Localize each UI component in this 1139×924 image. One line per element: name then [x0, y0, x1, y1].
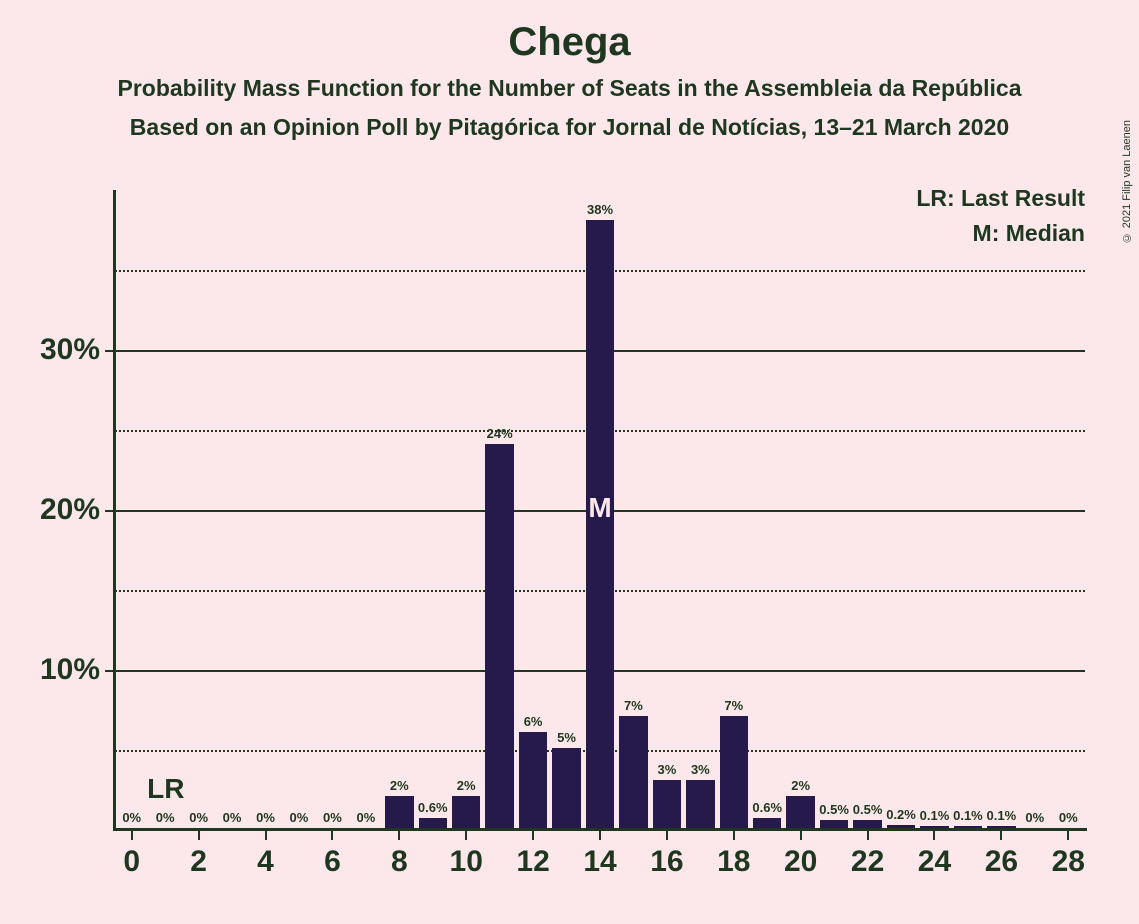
y-tick — [105, 510, 115, 512]
x-axis-label: 2 — [190, 845, 207, 879]
bar-value-label: 2% — [457, 778, 476, 793]
bar-value-label: 0% — [1025, 810, 1044, 825]
bar — [552, 748, 580, 828]
lr-marker: LR — [147, 773, 184, 805]
x-tick — [198, 830, 200, 840]
x-tick — [265, 830, 267, 840]
bar — [485, 444, 513, 828]
bar-value-label: 0% — [356, 810, 375, 825]
x-tick — [666, 830, 668, 840]
chart-subtitle: Probability Mass Function for the Number… — [0, 75, 1139, 102]
x-axis-label: 8 — [391, 845, 408, 879]
bar-value-label: 0.1% — [953, 808, 983, 823]
bar-value-label: 0.5% — [853, 802, 883, 817]
copyright-text: © 2021 Filip van Laenen — [1121, 120, 1133, 243]
x-axis-label: 24 — [918, 845, 951, 879]
x-axis-label: 4 — [257, 845, 274, 879]
bar-value-label: 0% — [1059, 810, 1078, 825]
bar-value-label: 7% — [624, 698, 643, 713]
bar — [586, 220, 614, 828]
x-tick — [933, 830, 935, 840]
x-axis-label: 18 — [717, 845, 750, 879]
plot-area: 10%20%30%02468101214161820222426280%0%0%… — [115, 190, 1085, 830]
x-axis-label: 0 — [123, 845, 140, 879]
x-tick — [1067, 830, 1069, 840]
bar — [987, 826, 1015, 828]
bar — [954, 826, 982, 828]
x-tick — [331, 830, 333, 840]
y-axis-label: 30% — [40, 333, 100, 367]
bar — [385, 796, 413, 828]
bar-value-label: 3% — [657, 762, 676, 777]
bar — [619, 716, 647, 828]
median-marker: M — [588, 492, 611, 524]
x-axis-label: 28 — [1052, 845, 1085, 879]
x-tick — [733, 830, 735, 840]
bar — [853, 820, 881, 828]
y-tick — [105, 670, 115, 672]
bar — [887, 825, 915, 828]
bar-value-label: 0.2% — [886, 807, 916, 822]
x-axis-label: 12 — [516, 845, 549, 879]
bar — [686, 780, 714, 828]
bar-value-label: 0.5% — [819, 802, 849, 817]
bar-value-label: 0.1% — [987, 808, 1017, 823]
x-tick — [532, 830, 534, 840]
bar-value-label: 7% — [724, 698, 743, 713]
x-axis-label: 14 — [583, 845, 616, 879]
bar-value-label: 2% — [390, 778, 409, 793]
x-axis-label: 16 — [650, 845, 683, 879]
bar — [786, 796, 814, 828]
bar-value-label: 0% — [290, 810, 309, 825]
chart-container: LR: Last Result M: Median 10%20%30%02468… — [115, 190, 1085, 830]
bar — [920, 826, 948, 828]
bar — [419, 818, 447, 828]
chart-title: Chega — [0, 0, 1139, 65]
bar — [452, 796, 480, 828]
bar-value-label: 0% — [323, 810, 342, 825]
x-tick — [599, 830, 601, 840]
bar-value-label: 3% — [691, 762, 710, 777]
bar-value-label: 2% — [791, 778, 810, 793]
x-tick — [131, 830, 133, 840]
bar-value-label: 38% — [587, 202, 613, 217]
bar-value-label: 5% — [557, 730, 576, 745]
chart-subtitle2: Based on an Opinion Poll by Pitagórica f… — [0, 114, 1139, 141]
bar-value-label: 0.6% — [418, 800, 448, 815]
bar-value-label: 24% — [487, 426, 513, 441]
x-axis-label: 22 — [851, 845, 884, 879]
x-axis-label: 26 — [985, 845, 1018, 879]
y-axis-label: 20% — [40, 493, 100, 527]
bar-value-label: 0.6% — [752, 800, 782, 815]
bar-value-label: 0% — [156, 810, 175, 825]
bar — [519, 732, 547, 828]
bar-value-label: 0% — [189, 810, 208, 825]
x-axis-label: 10 — [450, 845, 483, 879]
bar-value-label: 6% — [524, 714, 543, 729]
x-axis-label: 6 — [324, 845, 341, 879]
x-axis-label: 20 — [784, 845, 817, 879]
x-tick — [1000, 830, 1002, 840]
x-tick — [867, 830, 869, 840]
bar — [820, 820, 848, 828]
y-tick — [105, 350, 115, 352]
bar — [653, 780, 681, 828]
x-tick — [800, 830, 802, 840]
bar — [720, 716, 748, 828]
bar-value-label: 0% — [122, 810, 141, 825]
y-axis-label: 10% — [40, 653, 100, 687]
x-tick — [465, 830, 467, 840]
bar — [753, 818, 781, 828]
x-tick — [398, 830, 400, 840]
bar-value-label: 0% — [256, 810, 275, 825]
bar-value-label: 0% — [223, 810, 242, 825]
bar-value-label: 0.1% — [920, 808, 950, 823]
